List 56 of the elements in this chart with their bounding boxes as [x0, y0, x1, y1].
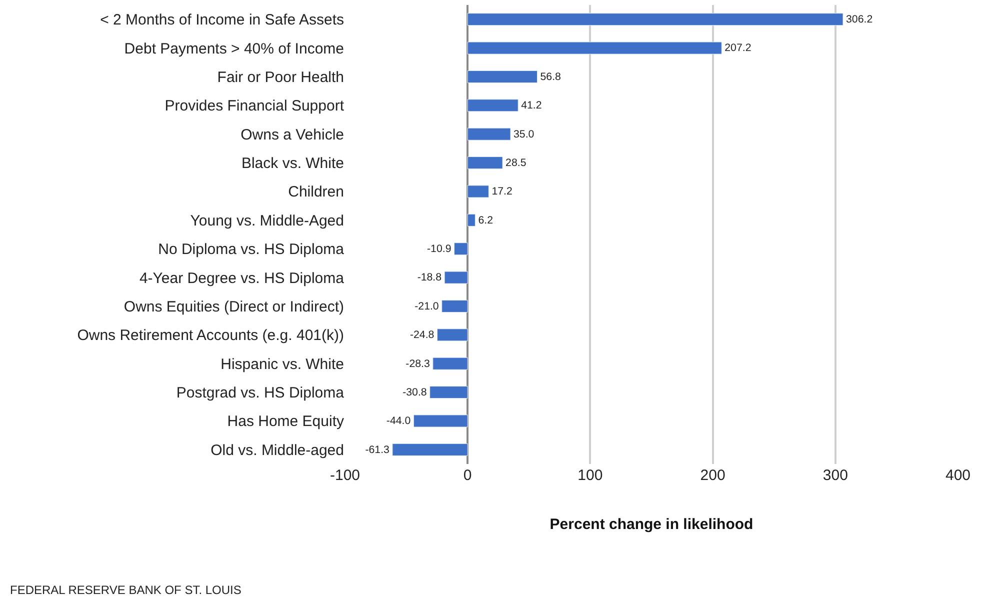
bar	[430, 386, 468, 399]
bar	[467, 214, 476, 226]
bar	[432, 357, 468, 370]
bar	[467, 156, 503, 170]
data-label: 17.2	[492, 186, 512, 198]
y-tick-label: Owns Retirement Accounts (e.g. 401(k))	[77, 327, 344, 344]
y-tick-label: < 2 Months of Income in Safe Assets	[100, 12, 344, 29]
y-tick-label: Postgrad vs. HS Diploma	[176, 384, 345, 402]
text: FEDERAL RESERVE BANK OF ST. LOUIS	[10, 583, 242, 597]
data-label: 306.2	[846, 14, 873, 26]
data-label: -61.3	[365, 444, 390, 456]
data-label: 35.0	[514, 128, 534, 140]
bar	[444, 271, 468, 284]
x-axis-title: Percent change in likelihood	[550, 516, 754, 533]
y-tick-label: Debt Payments > 40% of Income	[124, 40, 344, 58]
y-tick-label: Hispanic vs. White	[220, 356, 344, 373]
y-tick-label: 4-Year Degree vs. HS Diploma	[139, 270, 345, 287]
data-label: 28.5	[506, 156, 526, 169]
bar	[467, 185, 489, 198]
y-tick-label: Young vs. Middle-Aged	[190, 212, 344, 230]
x-tick-label: 400	[945, 467, 971, 484]
y-tick-label: No Diploma vs. HS Diploma	[158, 241, 345, 258]
y-tick-label: Children	[288, 184, 344, 201]
bar	[467, 42, 722, 54]
x-tick-label: 300	[822, 467, 848, 484]
data-label: -10.9	[427, 243, 452, 256]
data-label: 56.8	[540, 70, 562, 83]
bar	[392, 443, 468, 456]
y-tick-label: Black vs. White	[241, 155, 344, 172]
data-label: -21.0	[414, 300, 439, 312]
y-tick-label: Provides Financial Support	[164, 98, 345, 115]
bar	[454, 242, 468, 256]
bar	[467, 13, 844, 26]
bar	[467, 99, 518, 112]
x-tick-label: 100	[578, 467, 603, 484]
x-tick-label: -100	[330, 467, 360, 484]
data-label: -28.3	[406, 358, 430, 370]
bar	[436, 328, 468, 342]
bar	[442, 300, 468, 312]
data-label: 6.2	[478, 214, 494, 226]
y-tick-label: Has Home Equity	[227, 413, 344, 430]
data-label: -18.8	[417, 272, 442, 284]
y-tick-label: Old vs. Middle-aged	[210, 442, 344, 459]
y-tick-label: Owns a Vehicle	[240, 126, 344, 144]
x-tick-label: 0	[463, 467, 472, 484]
bar	[413, 414, 468, 428]
data-label: -30.8	[402, 386, 427, 398]
bar	[467, 70, 538, 83]
y-tick-label: Owns Equities (Direct or Indirect)	[124, 298, 344, 316]
y-tick-label: Fair or Poor Health	[217, 68, 344, 86]
data-label: -24.8	[410, 329, 434, 342]
bar	[467, 128, 511, 140]
x-tick-label: 200	[700, 467, 726, 484]
data-label: 207.2	[724, 42, 752, 54]
data-label: -44.0	[386, 415, 411, 428]
data-label: 41.2	[521, 100, 542, 112]
